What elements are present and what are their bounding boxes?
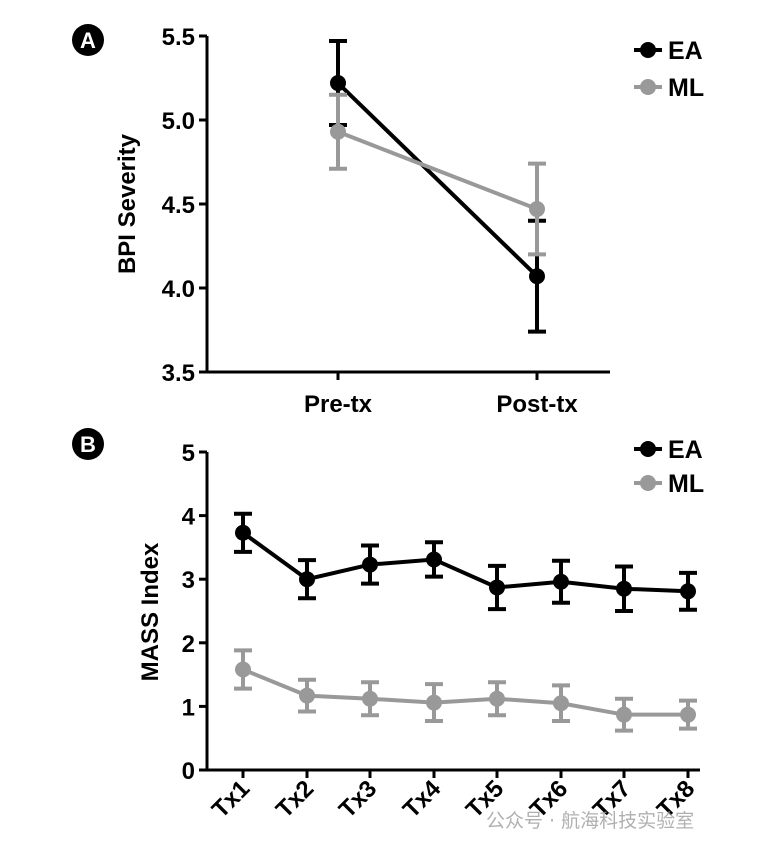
- panel-letter-badge: [72, 24, 104, 56]
- y-tick-label: 5.0: [162, 108, 195, 135]
- series-line: [241, 531, 689, 594]
- y-axis-label: BPI Severity: [114, 133, 141, 274]
- data-point: [330, 75, 346, 92]
- series-ea: [329, 39, 546, 334]
- watermark: 公众号 · 航海科技实验室: [486, 810, 695, 832]
- data-point: [553, 573, 569, 590]
- data-point: [680, 583, 696, 600]
- y-tick-label: 5: [182, 440, 195, 467]
- data-point: [529, 201, 545, 218]
- x-tick-label: Tx3: [334, 775, 382, 823]
- legend-label: ML: [668, 470, 704, 498]
- y-tick-label: 0: [182, 758, 195, 785]
- data-point: [489, 690, 505, 707]
- data-point: [529, 268, 545, 285]
- legend-marker: [640, 42, 656, 58]
- data-point: [489, 579, 505, 596]
- data-point: [616, 580, 632, 597]
- data-point: [426, 694, 442, 711]
- data-point: [426, 551, 442, 568]
- y-tick-label: 1: [182, 694, 195, 721]
- y-tick-label: 3.5: [162, 360, 195, 387]
- panel-letter: B: [80, 432, 96, 457]
- y-tick-label: 4.0: [162, 276, 195, 303]
- y-tick-label: 4.5: [162, 192, 195, 219]
- legend-marker: [640, 441, 656, 457]
- y-tick-label: 5.5: [162, 24, 195, 51]
- data-point: [235, 524, 251, 541]
- panel-letter: A: [80, 28, 96, 53]
- series-ml: [234, 648, 697, 733]
- series-line: [336, 81, 539, 278]
- series-line: [242, 667, 688, 717]
- legend-label: ML: [668, 74, 704, 102]
- series-line: [337, 129, 538, 211]
- data-point: [362, 690, 378, 707]
- panel-a: A 3.5 4.0 4.5 5.0 5.5 Pre-tx Post-tx BPI Severit…: [72, 24, 704, 418]
- y-tick-label: 4: [182, 504, 196, 531]
- x-tick-label: Post-tx: [496, 391, 578, 418]
- series-ml: [329, 92, 546, 257]
- x-tick-label: Tx4: [398, 775, 447, 824]
- legend-marker: [640, 475, 656, 491]
- legend-label: EA: [668, 37, 703, 65]
- x-tick-label: Tx2: [271, 775, 319, 823]
- legend-label: EA: [668, 436, 703, 464]
- data-point: [553, 695, 569, 712]
- series-ea: [234, 511, 697, 613]
- data-point: [362, 556, 378, 573]
- data-point: [299, 571, 315, 588]
- y-tick-label: 3: [182, 567, 195, 594]
- data-point: [235, 661, 251, 678]
- data-point: [299, 687, 315, 704]
- y-axis-label: MASS Index: [137, 542, 164, 681]
- data-point: [616, 706, 632, 723]
- x-tick-label: Tx1: [207, 775, 255, 823]
- data-point: [330, 123, 346, 140]
- legend-marker: [640, 79, 656, 95]
- data-point: [680, 706, 696, 723]
- y-tick-label: 2: [182, 631, 195, 658]
- x-tick-label: Pre-tx: [304, 391, 373, 418]
- panel-letter-badge: [72, 428, 104, 460]
